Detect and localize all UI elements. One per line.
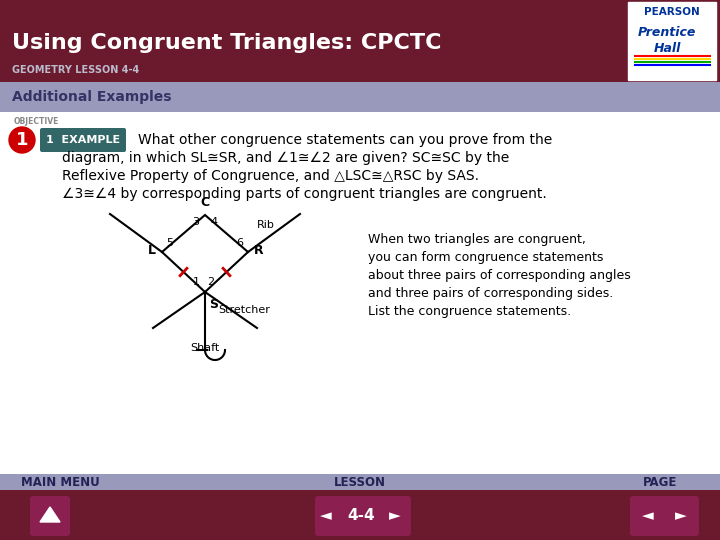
Circle shape <box>9 127 35 153</box>
Text: 2: 2 <box>207 277 215 287</box>
FancyBboxPatch shape <box>342 496 378 536</box>
Text: PEARSON: PEARSON <box>644 7 700 17</box>
FancyBboxPatch shape <box>30 496 70 536</box>
Text: OBJECTIVE: OBJECTIVE <box>14 118 59 126</box>
FancyBboxPatch shape <box>628 2 716 80</box>
Text: List the congruence statements.: List the congruence statements. <box>368 306 571 319</box>
Polygon shape <box>40 507 60 522</box>
Text: 4-4: 4-4 <box>347 509 375 523</box>
Text: Using Congruent Triangles: CPCTC: Using Congruent Triangles: CPCTC <box>12 33 441 53</box>
Text: ◄: ◄ <box>320 509 332 523</box>
Text: 1: 1 <box>16 131 28 149</box>
Text: 5: 5 <box>166 238 174 248</box>
Text: 1  EXAMPLE: 1 EXAMPLE <box>46 135 120 145</box>
Text: Additional Examples: Additional Examples <box>12 90 171 104</box>
Text: PAGE: PAGE <box>643 476 678 489</box>
Text: Hall: Hall <box>653 43 680 56</box>
FancyBboxPatch shape <box>315 496 351 536</box>
Text: 4: 4 <box>210 217 217 227</box>
FancyBboxPatch shape <box>375 496 411 536</box>
Text: L: L <box>148 244 156 256</box>
FancyBboxPatch shape <box>630 496 666 536</box>
Text: 6: 6 <box>236 238 243 248</box>
Text: MAIN MENU: MAIN MENU <box>21 476 99 489</box>
FancyBboxPatch shape <box>0 484 720 540</box>
Text: ◄: ◄ <box>642 509 654 523</box>
Text: you can form congruence statements: you can form congruence statements <box>368 252 603 265</box>
Text: LESSON: LESSON <box>334 476 386 489</box>
Text: Reflexive Property of Congruence, and △LSC≅△RSC by SAS.: Reflexive Property of Congruence, and △L… <box>62 169 479 183</box>
FancyBboxPatch shape <box>0 0 720 82</box>
Text: diagram, in which SL≅SR, and ∠1≅∠2 are given? SC≅SC by the: diagram, in which SL≅SR, and ∠1≅∠2 are g… <box>62 151 509 165</box>
Text: and three pairs of corresponding sides.: and three pairs of corresponding sides. <box>368 287 613 300</box>
Text: Prentice: Prentice <box>638 25 696 38</box>
Text: Rib: Rib <box>257 220 275 230</box>
FancyBboxPatch shape <box>40 128 126 152</box>
Text: about three pairs of corresponding angles: about three pairs of corresponding angle… <box>368 269 631 282</box>
FancyBboxPatch shape <box>343 497 379 535</box>
FancyBboxPatch shape <box>0 82 720 112</box>
FancyBboxPatch shape <box>663 496 699 536</box>
Text: Stretcher: Stretcher <box>218 305 270 315</box>
Text: C: C <box>200 196 210 209</box>
Text: 3: 3 <box>192 217 199 227</box>
Text: Shaft: Shaft <box>190 343 220 353</box>
Text: GEOMETRY LESSON 4-4: GEOMETRY LESSON 4-4 <box>12 65 139 75</box>
Text: ►: ► <box>675 509 687 523</box>
FancyBboxPatch shape <box>0 474 720 490</box>
Text: ∠3≅∠4 by corresponding parts of congruent triangles are congruent.: ∠3≅∠4 by corresponding parts of congruen… <box>62 187 546 201</box>
Text: What other congruence statements can you prove from the: What other congruence statements can you… <box>138 133 552 147</box>
Text: R: R <box>254 244 264 256</box>
Text: 1: 1 <box>192 277 199 287</box>
Text: ►: ► <box>389 509 401 523</box>
Text: S: S <box>209 298 218 311</box>
Text: When two triangles are congruent,: When two triangles are congruent, <box>368 233 586 246</box>
